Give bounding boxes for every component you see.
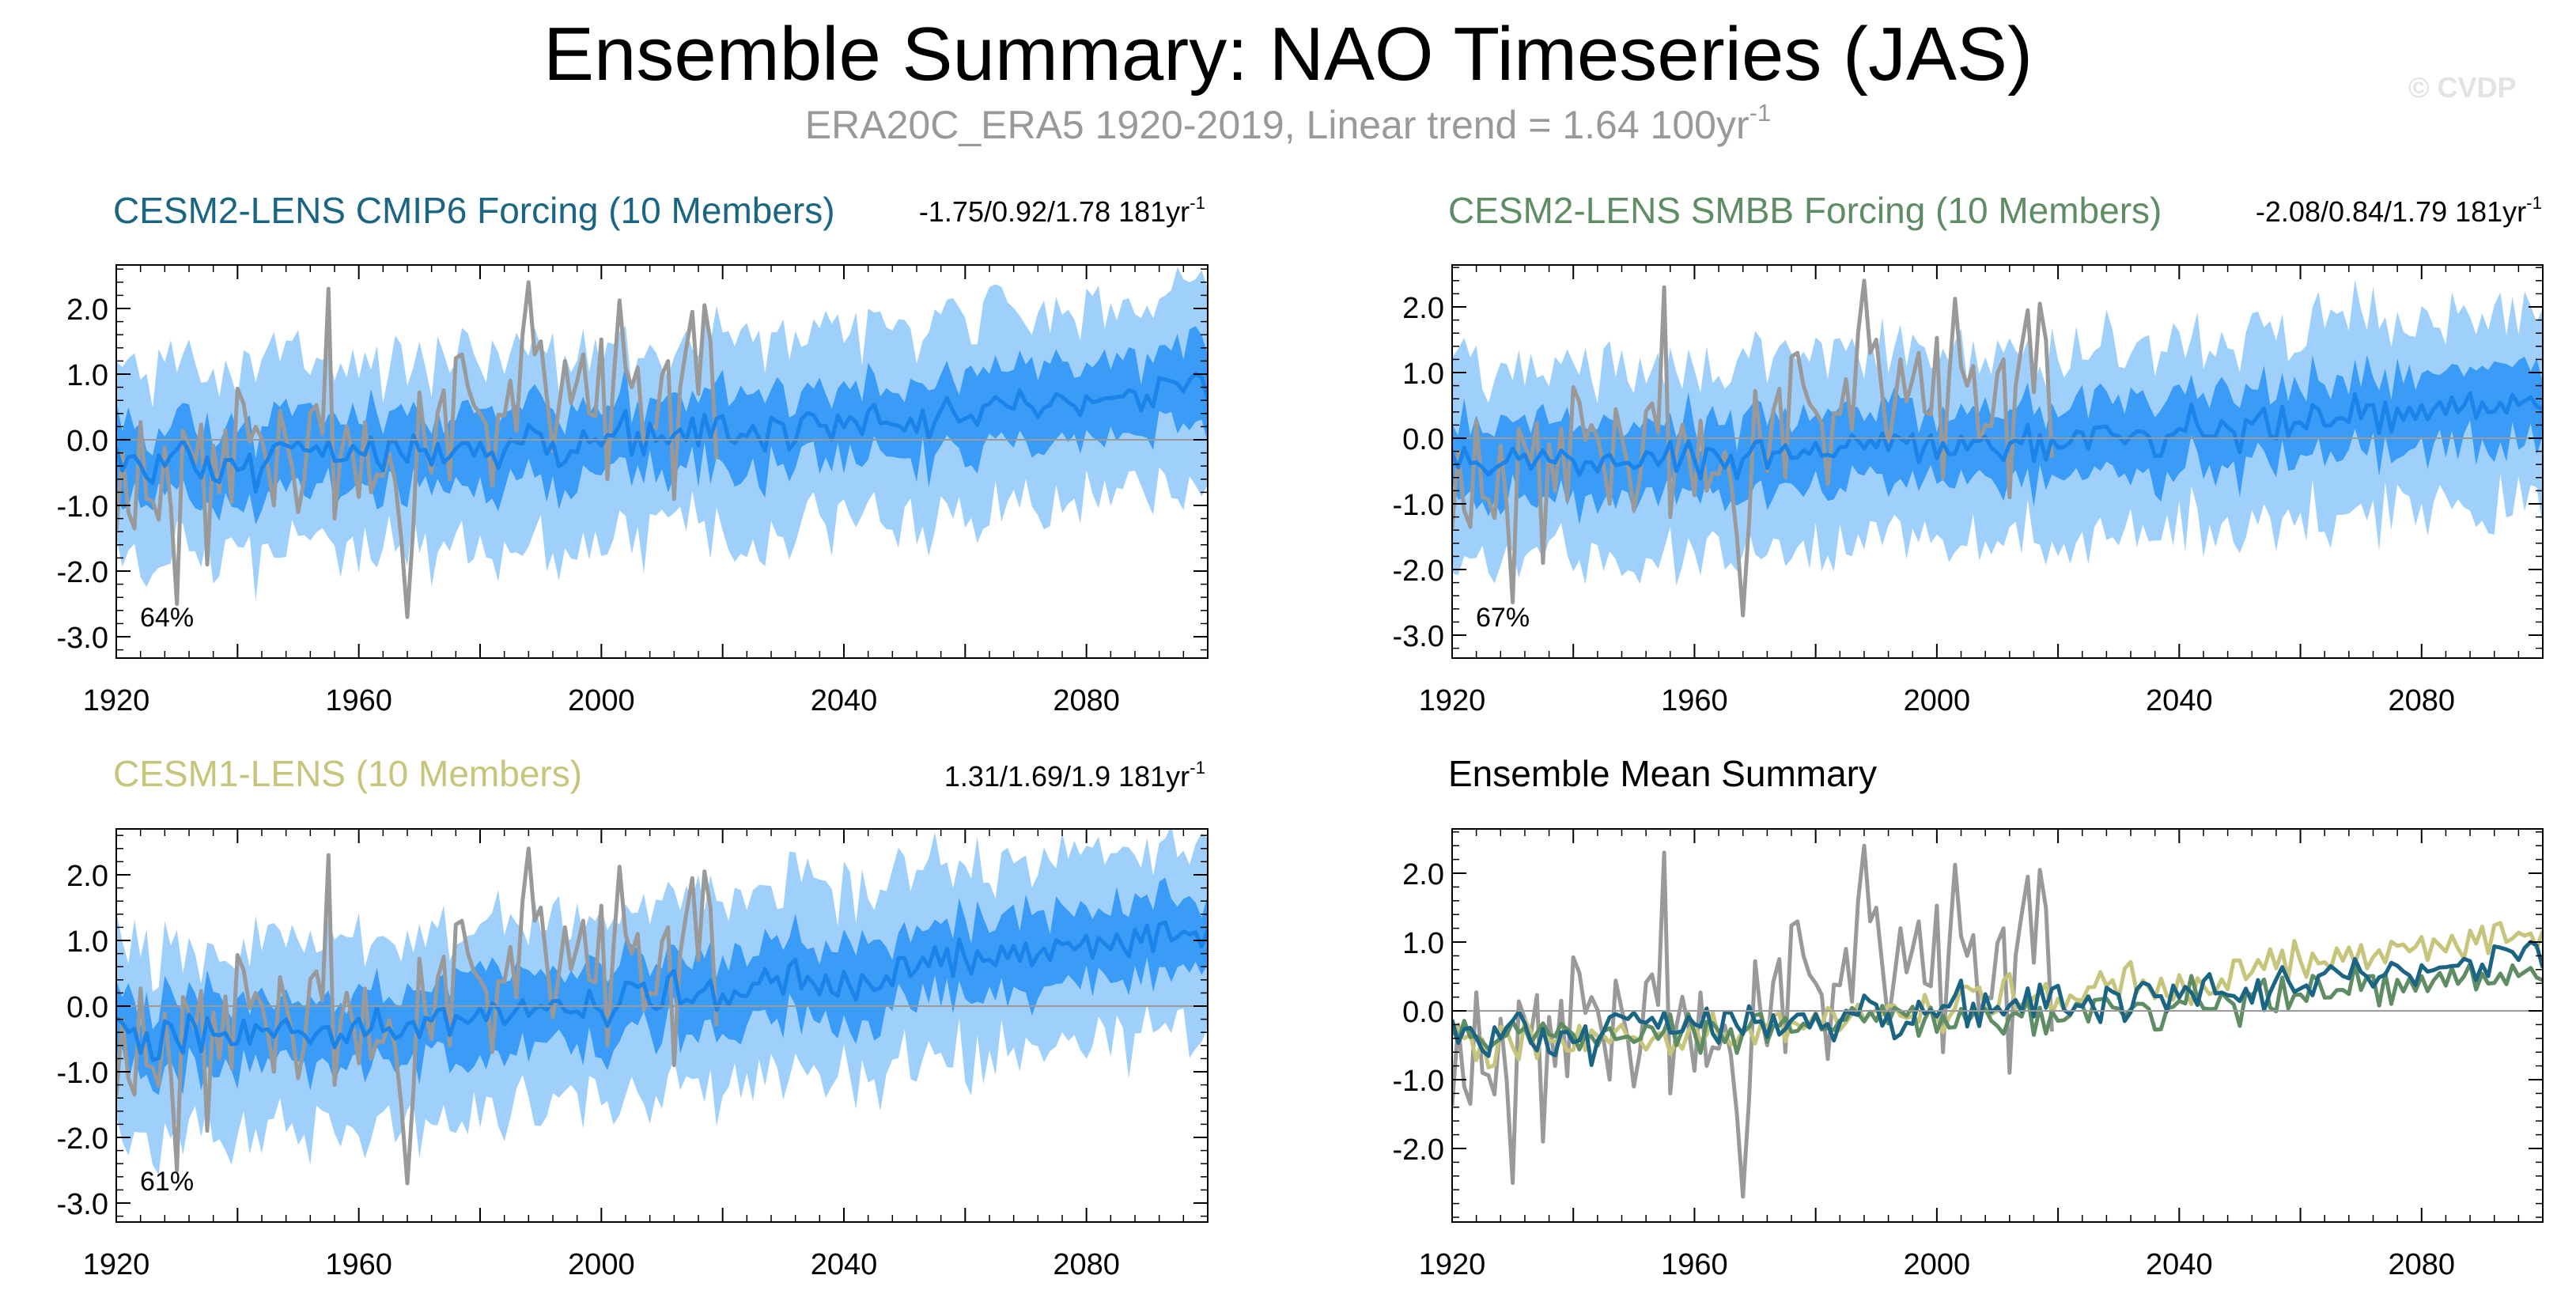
y-tick-label: 1.0 bbox=[1402, 927, 1444, 960]
x-tick-label: 2000 bbox=[568, 1248, 635, 1281]
stats-text: 1.31/1.69/1.9 181yr bbox=[944, 760, 1190, 793]
plot-area-ensemble-mean-summary bbox=[1452, 843, 2543, 1199]
ensemble-mean-line bbox=[116, 372, 1208, 494]
x-tick-label: 1920 bbox=[1419, 684, 1486, 717]
x-tick-label: 1960 bbox=[325, 684, 392, 717]
y-tick-label: -1.0 bbox=[57, 1057, 108, 1090]
x-tick-label: 2080 bbox=[2389, 1248, 2456, 1281]
y-tick-label: -3.0 bbox=[57, 622, 108, 655]
y-tick-label: 0.0 bbox=[66, 425, 108, 458]
y-tick-label: -3.0 bbox=[57, 1188, 108, 1221]
x-tick-label: 2080 bbox=[1053, 684, 1120, 717]
plot-area-cesm2-cmip6 bbox=[116, 267, 1208, 619]
y-tick-label: 1.0 bbox=[1402, 358, 1444, 391]
panel-stats-cesm2-smbb: -2.08/0.84/1.79 181yr-1 bbox=[2255, 192, 2542, 229]
figure-title: Ensemble Summary: NAO Timeseries (JAS) bbox=[543, 12, 2033, 96]
y-tick-label: -1.0 bbox=[57, 490, 108, 524]
stats-text: -1.75/0.92/1.78 181yr bbox=[918, 195, 1190, 228]
cesm2-smbb-mean-line bbox=[1452, 962, 2543, 1055]
y-tick-label: 2.0 bbox=[1402, 858, 1444, 891]
subtitle-text: ERA20C_ERA5 1920-2019, Linear trend = 1.… bbox=[804, 103, 1749, 147]
observed-line bbox=[116, 280, 719, 619]
x-tick-label: 2080 bbox=[2389, 684, 2456, 717]
percent-label: 61% bbox=[140, 1167, 194, 1197]
subtitle-superscript: -1 bbox=[1749, 98, 1772, 127]
x-tick-label: 1960 bbox=[1661, 684, 1728, 717]
interquartile-band bbox=[116, 326, 1208, 525]
x-tick-label: 1960 bbox=[325, 1248, 392, 1281]
percent-label: 67% bbox=[1476, 603, 1530, 633]
axes-frame-cesm1: 2.0 1.0 0.0 -1.0 -2.0 -3.0 1920 1960 2000 2040 208… bbox=[57, 828, 1209, 1281]
plot-border bbox=[115, 264, 1209, 659]
y-tick-label: 2.0 bbox=[1402, 292, 1444, 325]
cvdp-watermark: © CVDP bbox=[2408, 71, 2517, 104]
y-tick-label: -1.0 bbox=[1393, 1065, 1444, 1098]
stats-text: -2.08/0.84/1.79 181yr bbox=[2255, 195, 2527, 228]
x-tick-label: 1920 bbox=[83, 684, 150, 717]
y-tick-label: -2.0 bbox=[1393, 554, 1444, 588]
x-tick-label: 2080 bbox=[1053, 1248, 1120, 1281]
x-tick-label: 2040 bbox=[2146, 1248, 2213, 1281]
plot-border bbox=[1451, 828, 2544, 1223]
observed-line bbox=[1452, 278, 2054, 618]
panel-stats-cesm1: 1.31/1.69/1.9 181yr-1 bbox=[944, 759, 1205, 794]
panel-title-cesm1: CESM1-LENS (10 Members) bbox=[113, 753, 583, 794]
figure-subtitle: ERA20C_ERA5 1920-2019, Linear trend = 1.… bbox=[0, 98, 2576, 149]
interquartile-band bbox=[116, 877, 1208, 1095]
percent-label: 64% bbox=[140, 603, 194, 633]
y-tick-label: 0.0 bbox=[1402, 423, 1444, 456]
y-tick-label: 0.0 bbox=[66, 991, 108, 1024]
y-tick-label: 1.0 bbox=[66, 359, 108, 392]
x-tick-label: 1920 bbox=[83, 1248, 150, 1281]
x-tick-label: 2000 bbox=[568, 684, 635, 717]
panel-title-cesm2-smbb: CESM2-LENS SMBB Forcing (10 Members) bbox=[1448, 190, 2162, 231]
x-tick-label: 1920 bbox=[1419, 1248, 1486, 1281]
panel-title-ensemble-mean-summary: Ensemble Mean Summary bbox=[1448, 753, 1877, 794]
plot-border bbox=[1451, 264, 2544, 659]
interquartile-band bbox=[1452, 354, 2543, 525]
axes-frame-cesm2-smbb: 2.0 1.0 0.0 -1.0 -2.0 -3.0 1920 1960 2000 2040 208… bbox=[1393, 264, 2544, 717]
y-tick-label: -2.0 bbox=[57, 556, 108, 589]
stats-superscript: -1 bbox=[1190, 192, 1205, 213]
plot-area-cesm2-smbb bbox=[1452, 278, 2543, 618]
y-tick-label: -3.0 bbox=[1393, 620, 1444, 653]
y-tick-label: -2.0 bbox=[57, 1122, 108, 1156]
y-tick-label: -2.0 bbox=[1393, 1133, 1444, 1167]
x-tick-label: 2000 bbox=[1904, 1248, 1971, 1281]
x-tick-label: 2000 bbox=[1904, 684, 1971, 717]
y-tick-label: 0.0 bbox=[1402, 996, 1444, 1029]
x-tick-label: 2040 bbox=[811, 684, 878, 717]
stats-superscript: -1 bbox=[2526, 192, 2542, 213]
axes-frame-cesm2-cmip6: 2.0 1.0 0.0 -1.0 -2.0 -3.0 1920 1960 2000 2040 208… bbox=[57, 264, 1209, 717]
axes-frame-ensemble-mean-summary: 2.0 1.0 0.0 -1.0 -2.0 1920 1960 2000 2040 2080 bbox=[1393, 828, 2544, 1281]
x-tick-label: 2040 bbox=[811, 1248, 878, 1281]
y-tick-label: -1.0 bbox=[1393, 489, 1444, 522]
stats-superscript: -1 bbox=[1190, 757, 1205, 778]
y-tick-label: 1.0 bbox=[66, 925, 108, 959]
cesm2-cmip6-mean-line bbox=[1452, 940, 2543, 1067]
x-tick-label: 1960 bbox=[1661, 1248, 1728, 1281]
panel-title-cesm2-cmip6: CESM2-LENS CMIP6 Forcing (10 Members) bbox=[113, 190, 835, 231]
plot-border bbox=[115, 828, 1209, 1223]
y-tick-label: 2.0 bbox=[66, 293, 108, 327]
panel-stats-cesm2-cmip6: -1.75/0.92/1.78 181yr-1 bbox=[918, 192, 1205, 229]
x-tick-label: 2040 bbox=[2146, 684, 2213, 717]
plot-area-cesm1 bbox=[116, 829, 1208, 1186]
ensemble-mean-line bbox=[1452, 391, 2543, 481]
y-tick-label: 2.0 bbox=[66, 860, 108, 893]
